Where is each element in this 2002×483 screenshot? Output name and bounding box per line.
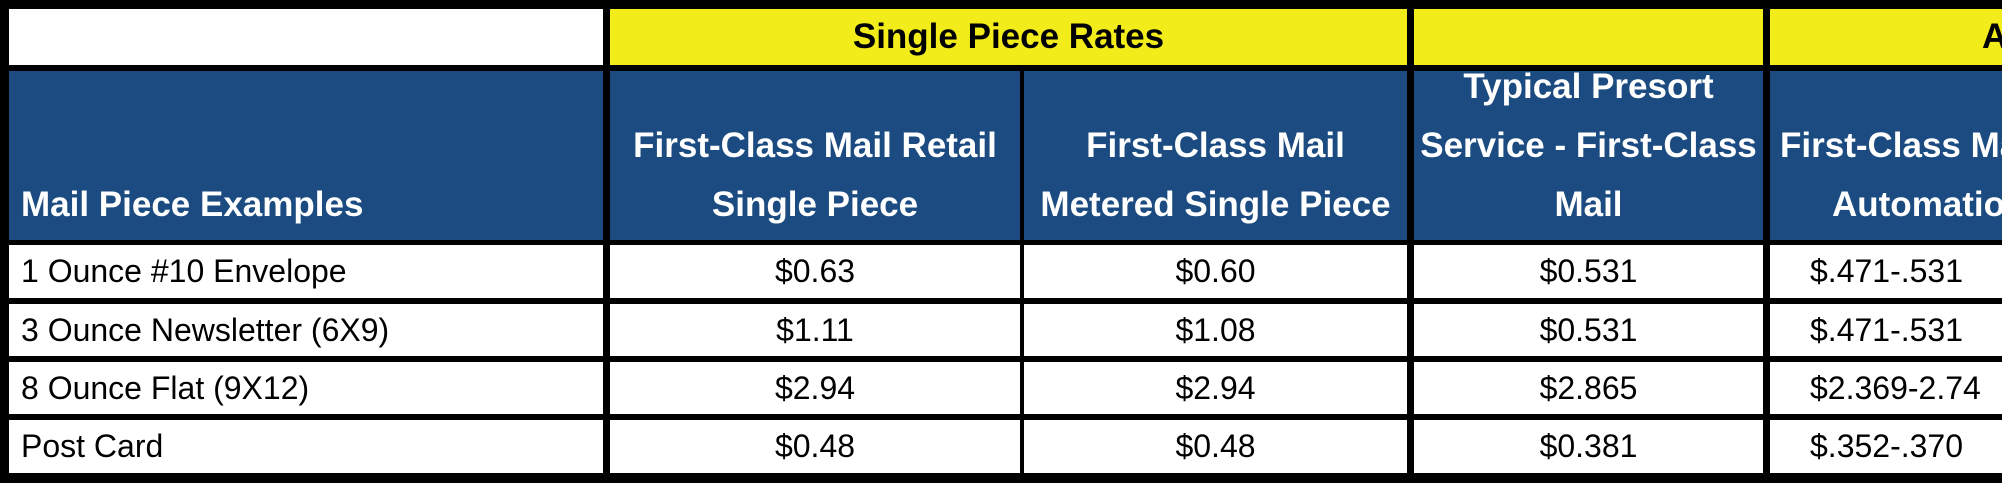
row-label: 8 Ounce Flat (9X12) <box>9 362 603 414</box>
column-header-retail-single-piece: First-Class Mail Retail Single Piece <box>610 71 1020 240</box>
automation-rate-cell: $2.369-2.74 <box>1770 362 2002 414</box>
group-header-presort <box>1414 9 1763 65</box>
presort-rate-cell: $0.531 <box>1414 245 1763 298</box>
automation-rate-cell: $.471-.531 <box>1770 245 2002 298</box>
column-header-mail-piece-examples: Mail Piece Examples <box>9 71 603 240</box>
metered-rate-cell: $2.94 <box>1024 362 1407 414</box>
column-header-line: Mail Piece Examples <box>21 185 364 224</box>
column-header-line: First-Class Mail <box>1086 126 1345 165</box>
column-header-line: Single Piece <box>711 185 919 224</box>
column-header-presort-service: Typical Presort Service - First-Class Ma… <box>1414 71 1763 240</box>
retail-rate-cell: $2.94 <box>610 362 1020 414</box>
presort-rate-cell: $0.531 <box>1414 304 1763 356</box>
column-header-line: Service - First-Class <box>1420 126 1757 165</box>
group-header-automation: A <box>1770 9 2002 65</box>
column-header-metered-single-piece: First-Class Mail Metered Single Piece <box>1024 71 1407 240</box>
retail-rate-cell: $1.11 <box>610 304 1020 356</box>
column-header-line: Automation <box>1832 185 2002 224</box>
retail-rate-cell: $0.48 <box>610 420 1020 473</box>
metered-rate-cell: $1.08 <box>1024 304 1407 356</box>
corner-cell <box>9 9 603 65</box>
metered-rate-cell: $0.48 <box>1024 420 1407 473</box>
column-header-line: Mail <box>1554 185 1623 224</box>
column-header-automation: First-Class Ma Automation <box>1770 71 2002 240</box>
column-header-line: First-Class Ma <box>1780 126 2002 165</box>
retail-rate-cell: $0.63 <box>610 245 1020 298</box>
column-header-line: Typical Presort <box>1463 71 1714 106</box>
column-header-line: Metered Single Piece <box>1040 185 1391 224</box>
row-label: 1 Ounce #10 Envelope <box>9 245 603 298</box>
metered-rate-cell: $0.60 <box>1024 245 1407 298</box>
group-header-single-piece-rates: Single Piece Rates <box>610 9 1407 65</box>
row-label: 3 Ounce Newsletter (6X9) <box>9 304 603 356</box>
automation-rate-cell: $.352-.370 <box>1770 420 2002 473</box>
automation-rate-cell: $.471-.531 <box>1770 304 2002 356</box>
presort-rate-cell: $2.865 <box>1414 362 1763 414</box>
presort-rate-cell: $0.381 <box>1414 420 1763 473</box>
column-header-line: First-Class Mail Retail <box>633 126 997 165</box>
row-label: Post Card <box>9 420 603 473</box>
